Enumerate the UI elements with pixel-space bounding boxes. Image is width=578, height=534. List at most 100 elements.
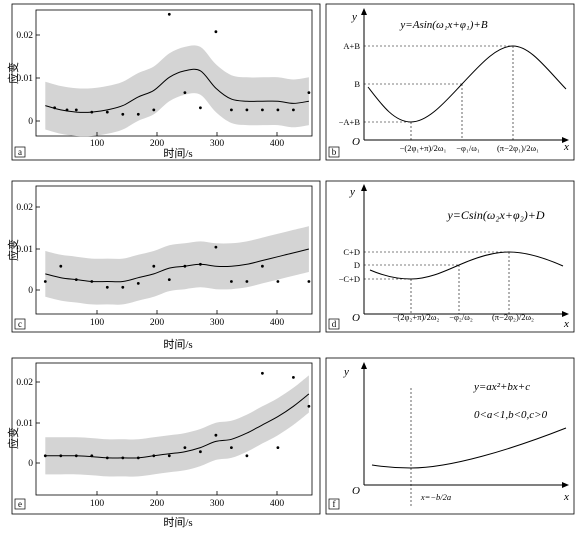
plot-frame bbox=[11, 3, 321, 161]
origin-label: O bbox=[352, 312, 360, 324]
panel-tag-box bbox=[328, 318, 340, 330]
panel-f: y x O y=ax²+bx+c 0<a<1,b<0,c>0 x=−b/2a f bbox=[325, 357, 575, 515]
data-point bbox=[90, 454, 94, 458]
panel-tag: a bbox=[18, 147, 22, 157]
panel-a: 100 200 300 400 0 0.01 0.02 时间/s 应变 a bbox=[6, 3, 321, 161]
plot-frame bbox=[11, 357, 321, 515]
y-axis-label: 应变 bbox=[6, 239, 20, 261]
panel-tag: b bbox=[332, 147, 337, 157]
data-point bbox=[307, 91, 311, 94]
data-point bbox=[261, 371, 264, 375]
data-point bbox=[183, 91, 187, 94]
y-tick-label: 0 bbox=[28, 117, 33, 127]
equation: y=Csin(ω₂x+φ₂)+D bbox=[446, 208, 544, 222]
y-ticks: 0 0.01 0.02 bbox=[16, 378, 40, 469]
data-point bbox=[245, 454, 249, 458]
x-tick-label: 200 bbox=[150, 318, 165, 328]
x-tick-label: 300 bbox=[210, 318, 225, 328]
data-point bbox=[307, 280, 311, 283]
data-point bbox=[43, 454, 47, 458]
x-tick-label: 300 bbox=[210, 139, 225, 149]
panel-b: y x O y=Asin(ω₁x+φ₁)+B A+B B −A+B −(2φ₁+… bbox=[325, 3, 575, 161]
x-tick-label: 200 bbox=[150, 139, 165, 149]
x-mark-label: (π−2φ₁)/2ω₁ bbox=[497, 143, 539, 153]
x-axis-label: 时间/s bbox=[163, 147, 192, 160]
data-point bbox=[74, 108, 78, 112]
x-mark-label: (π−2φ₂)/2ω₂ bbox=[492, 312, 534, 322]
data-points bbox=[43, 371, 311, 460]
confidence-band bbox=[45, 45, 309, 137]
panel-tag-box bbox=[14, 318, 26, 330]
panel-tag-box bbox=[14, 146, 26, 158]
y-axis-label: 应变 bbox=[6, 427, 20, 449]
y-mark-label: −A+B bbox=[339, 117, 361, 127]
fit-line bbox=[45, 393, 310, 459]
panel-d: y x O y=Csin(ω₂x+φ₂)+D C+D D −C+D −(2φ₂+… bbox=[325, 180, 575, 333]
y-axis-label: y bbox=[349, 186, 355, 198]
data-point bbox=[136, 456, 140, 460]
y-axis-arrow bbox=[361, 362, 367, 369]
data-point bbox=[59, 454, 63, 458]
panel-tag-box bbox=[14, 498, 26, 510]
x-tick-label: 100 bbox=[90, 139, 105, 149]
axes-box bbox=[35, 362, 313, 496]
y-tick-label: 0.01 bbox=[16, 74, 33, 84]
data-point bbox=[230, 446, 233, 449]
data-point bbox=[214, 245, 218, 249]
y-mark-label: −C+D bbox=[339, 274, 360, 284]
x-ticks: 100 200 300 400 bbox=[90, 132, 285, 149]
y-axis-label: y bbox=[351, 11, 357, 23]
data-point bbox=[261, 108, 264, 112]
data-point bbox=[152, 454, 156, 458]
data-point bbox=[230, 280, 233, 283]
x-tick-label: 200 bbox=[150, 499, 165, 509]
data-point bbox=[245, 280, 249, 283]
plot-frame bbox=[325, 357, 575, 515]
panel-e: 100 200 300 400 0 0.01 0.02 时间/s 应变 e bbox=[6, 357, 321, 529]
data-point bbox=[167, 278, 171, 281]
y-axis-label: 应变 bbox=[6, 62, 20, 84]
data-point bbox=[199, 450, 202, 454]
x-axis-label: x bbox=[563, 141, 569, 153]
panel-tag: d bbox=[332, 319, 337, 329]
plot-frame bbox=[325, 3, 575, 161]
data-point bbox=[292, 376, 295, 379]
x-tick-label: 400 bbox=[270, 318, 285, 328]
data-point bbox=[105, 110, 109, 114]
origin-label: O bbox=[352, 136, 360, 148]
panel-tag: e bbox=[18, 499, 22, 509]
sine-curve bbox=[369, 251, 564, 280]
data-point bbox=[214, 30, 218, 34]
y-axis-arrow bbox=[361, 184, 367, 191]
data-point bbox=[121, 285, 125, 289]
data-points bbox=[53, 12, 311, 116]
y-tick-label: 0.02 bbox=[16, 203, 33, 213]
x-tick-label: 400 bbox=[270, 499, 285, 509]
data-point bbox=[121, 112, 125, 116]
data-point bbox=[121, 456, 125, 460]
data-point bbox=[105, 456, 109, 460]
x-mark-label: x=−b/2a bbox=[420, 492, 451, 502]
x-axis-label: x bbox=[563, 491, 569, 503]
x-ticks: 100 200 300 400 bbox=[90, 491, 285, 509]
y-tick-label: 0.01 bbox=[16, 419, 33, 429]
y-mark-label: D bbox=[354, 260, 360, 270]
data-point bbox=[152, 264, 156, 268]
data-point bbox=[276, 108, 280, 112]
data-point bbox=[199, 106, 202, 110]
y-mark-label: C+D bbox=[343, 247, 360, 257]
data-point bbox=[167, 12, 171, 16]
data-point bbox=[261, 264, 264, 268]
data-point bbox=[230, 108, 233, 112]
x-tick-label: 100 bbox=[90, 499, 105, 509]
data-point bbox=[74, 454, 78, 458]
x-tick-label: 400 bbox=[270, 139, 285, 149]
data-point bbox=[59, 264, 63, 268]
x-mark-label: −(2φ₂+π)/2ω₂ bbox=[393, 312, 440, 322]
x-axis-arrow bbox=[562, 137, 569, 143]
x-axis-arrow bbox=[562, 482, 569, 488]
origin-label: O bbox=[352, 485, 360, 497]
panel-tag: c bbox=[18, 319, 22, 329]
equation: y=Asin(ω₁x+φ₁)+B bbox=[399, 19, 487, 31]
plot-frame bbox=[325, 180, 575, 333]
